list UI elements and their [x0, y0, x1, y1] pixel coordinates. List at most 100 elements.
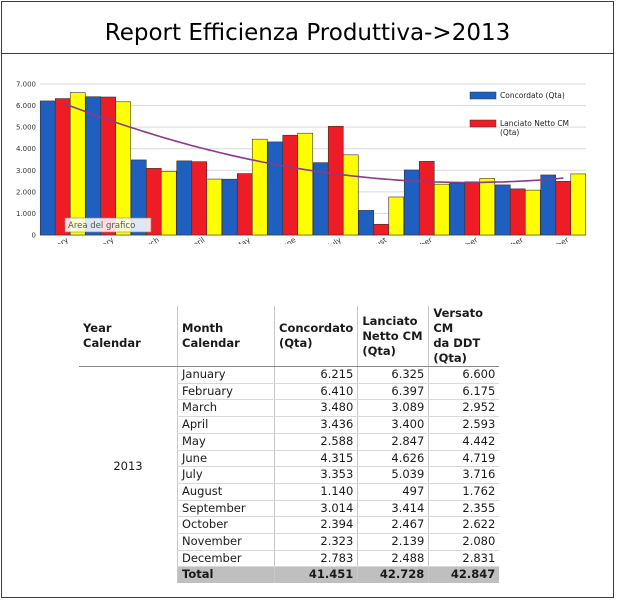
- lanciato-cell: 4.626: [357, 450, 429, 468]
- table-row: December 2.783 2.488 2.831: [79, 550, 500, 568]
- month-cell: June: [177, 450, 275, 468]
- table-row: October 2.394 2.467 2.622: [79, 516, 500, 535]
- data-table: Year Calendar Month Calendar Concordato …: [79, 306, 500, 584]
- lanciato-cell: 2.139: [357, 533, 429, 551]
- table-row: July 3.353 5.039 3.716: [79, 466, 500, 484]
- table-row: 2013 January 6.215 6.325 6.600: [79, 366, 500, 473]
- table-row: August 1.140 497 1.762: [79, 483, 500, 501]
- lanciato-cell: 2.847: [357, 433, 429, 451]
- legend-label: Lanciato Netto CM: [500, 119, 569, 128]
- versato-cell: 6.175: [428, 383, 500, 401]
- lanciato-cell: 6.325: [357, 366, 429, 384]
- total-spacer: [79, 566, 178, 584]
- header-lanciato-line3: (Qta): [362, 343, 396, 358]
- legend-swatch: [469, 91, 497, 100]
- x-tick-label: August: [362, 235, 389, 244]
- x-tick-label: December: [533, 235, 571, 244]
- x-tick-label: October: [450, 235, 480, 244]
- x-tick-label: March: [137, 235, 161, 244]
- concordato-cell: 1.140: [273, 483, 358, 501]
- bar-february-series1: [85, 96, 102, 236]
- lanciato-cell: 6.397: [357, 383, 429, 401]
- month-cell: January: [177, 366, 275, 384]
- x-tick-label: February: [83, 235, 116, 244]
- total-versato: 42.847: [428, 566, 500, 584]
- y-tick-label: 7.000: [16, 81, 36, 89]
- table-row: February 6.410 6.397 6.175: [79, 383, 500, 401]
- bar-august-series3: [388, 196, 405, 236]
- concordato-cell: 2.588: [273, 433, 358, 451]
- bar-april-series3: [206, 178, 223, 236]
- bar-may-series1: [221, 178, 238, 236]
- table-row: June 4.315 4.626 4.719: [79, 450, 500, 468]
- bar-october-series3: [479, 178, 496, 236]
- table-row: March 3.480 3.089 2.952: [79, 399, 500, 418]
- month-cell: May: [177, 433, 275, 451]
- table-header-row: Year Calendar Month Calendar Concordato …: [79, 306, 500, 367]
- bar-august-series2: [373, 223, 390, 236]
- bar-september-series2: [418, 161, 435, 236]
- month-cell: August: [177, 483, 275, 501]
- lanciato-cell: 3.400: [357, 416, 429, 434]
- bar-april-series2: [191, 161, 208, 236]
- bar-june-series2: [282, 134, 299, 236]
- table-row: May 2.588 2.847 4.442: [79, 433, 500, 451]
- total-label: Total: [177, 566, 275, 584]
- bar-july-series3: [342, 154, 359, 236]
- versato-cell: 1.762: [428, 483, 500, 501]
- header-lanciato: Lanciato Netto CM (Qta): [357, 306, 430, 367]
- y-tick-label: 5.000: [16, 124, 36, 132]
- versato-cell: 2.831: [428, 550, 500, 568]
- bar-september-series3: [433, 183, 450, 236]
- y-tick-label: 2.000: [16, 188, 36, 196]
- table-row: November 2.323 2.139 2.080: [79, 533, 500, 551]
- bar-december-series1: [540, 174, 557, 236]
- concordato-cell: 6.410: [273, 383, 358, 401]
- month-cell: April: [177, 416, 275, 434]
- bar-may-series3: [251, 138, 268, 236]
- versato-cell: 2.952: [428, 399, 500, 418]
- bar-november-series1: [494, 184, 511, 236]
- month-cell: February: [177, 383, 275, 401]
- bar-chart[interactable]: 0 1.000 2.000 3.000 4.000 5.000 6.000 7.000 Janu…: [2, 54, 613, 266]
- bar-december-series3: [570, 173, 587, 236]
- header-versato: Versato CM da DDT (Qta): [428, 306, 500, 367]
- lanciato-cell: 3.089: [357, 399, 429, 418]
- x-tick-label: July: [326, 235, 343, 244]
- bar-june-series1: [267, 141, 284, 236]
- tooltip-box: [64, 217, 152, 233]
- title-band: Report Efficienza Produttiva->2013: [2, 2, 613, 54]
- header-versato-line1: Versato CM: [433, 306, 484, 335]
- header-month: Month Calendar: [177, 306, 275, 367]
- concordato-cell: 6.215: [273, 366, 358, 384]
- bar-january-series1: [39, 100, 56, 236]
- lanciato-cell: 5.039: [357, 466, 429, 484]
- versato-cell: 6.600: [428, 366, 500, 384]
- x-tick-label: June: [278, 235, 298, 244]
- month-cell: July: [177, 466, 275, 484]
- versato-cell: 4.719: [428, 450, 500, 468]
- bar-september-series1: [403, 169, 420, 236]
- report-title: Report Efficienza Produttiva->2013: [104, 20, 511, 46]
- x-tick-label: September: [395, 235, 435, 244]
- versato-cell: 2.355: [428, 500, 500, 518]
- bar-november-series2: [509, 188, 526, 236]
- y-tick-label: 4.000: [16, 145, 36, 153]
- y-tick-label: 0: [32, 232, 36, 240]
- bar-august-series1: [358, 210, 375, 236]
- lanciato-cell: 3.414: [357, 500, 429, 518]
- y-tick-label: 6.000: [16, 102, 36, 110]
- month-cell: November: [177, 533, 275, 551]
- bar-april-series1: [176, 160, 193, 236]
- versato-cell: 2.593: [428, 416, 500, 434]
- x-tick-label: May: [234, 235, 252, 244]
- table-row: April 3.436 3.400 2.593: [79, 416, 500, 434]
- chart-area[interactable]: 0 1.000 2.000 3.000 4.000 5.000 6.000 7.000 Janu…: [2, 54, 613, 266]
- bar-october-series2: [464, 181, 481, 236]
- bar-june-series3: [297, 132, 314, 236]
- total-row: Total 41.451 42.728 42.847: [79, 566, 500, 584]
- x-tick-label: January: [41, 235, 71, 244]
- concordato-cell: 2.394: [273, 516, 358, 535]
- tooltip-text: Area del grafico: [68, 221, 135, 231]
